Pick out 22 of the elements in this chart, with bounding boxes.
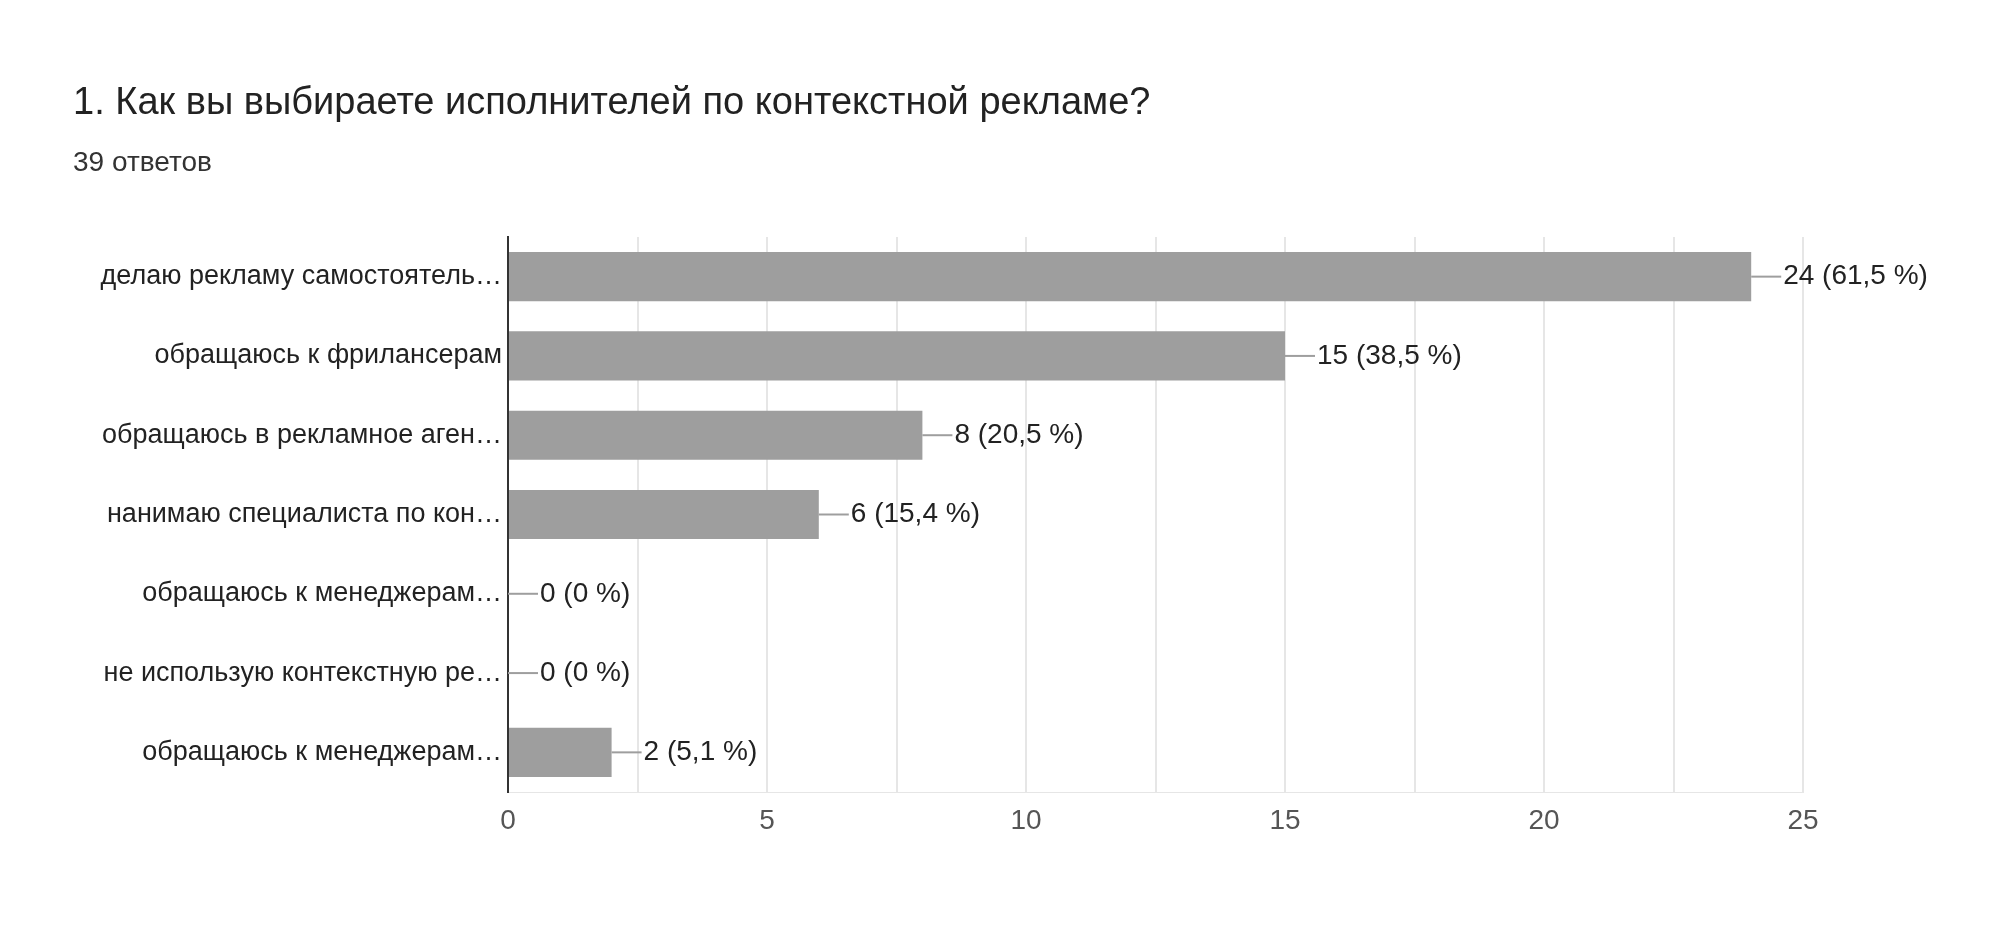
y-tick-label: делаю рекламу самостоятель… bbox=[100, 260, 502, 291]
y-tick-label: обращаюсь в рекламное аген… bbox=[101, 418, 502, 449]
x-tick-label: 15 bbox=[1269, 803, 1301, 835]
y-tick-label: обращаюсь к менеджерам… bbox=[142, 735, 502, 766]
data-label: 0 (0 %) bbox=[540, 576, 631, 608]
data-label: 2 (5,1 %) bbox=[643, 735, 758, 767]
y-tick-label: обращаюсь к менеджерам… bbox=[142, 577, 502, 608]
y-tick-label: обращаюсь к фрилансерам bbox=[154, 339, 502, 370]
x-tick-label: 25 bbox=[1787, 803, 1819, 835]
y-tick-label: не использую контекстную ре… bbox=[103, 656, 502, 687]
chart-title: 1. Как вы выбираете исполнителей по контекстной рекламе? bbox=[73, 80, 1151, 123]
text: 39 ответов bbox=[73, 146, 212, 178]
x-tick-label: 5 bbox=[759, 803, 775, 835]
data-label: 6 (15,4 %) bbox=[850, 497, 980, 529]
data-label: 0 (0 %) bbox=[540, 655, 631, 687]
x-tick-label: 20 bbox=[1528, 803, 1560, 835]
x-tick-label: 10 bbox=[1010, 803, 1042, 835]
data-label: 8 (20,5 %) bbox=[954, 417, 1084, 449]
x-tick-label: 0 bbox=[500, 803, 516, 835]
data-label: 24 (61,5 %) bbox=[1783, 259, 1928, 291]
y-tick-label: нанимаю специалиста по кон… bbox=[106, 497, 502, 528]
data-label: 15 (38,5 %) bbox=[1317, 338, 1462, 370]
